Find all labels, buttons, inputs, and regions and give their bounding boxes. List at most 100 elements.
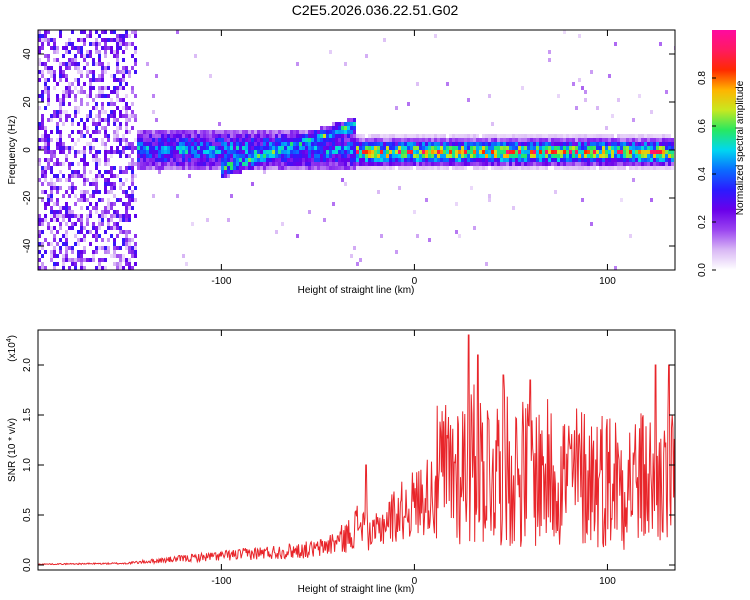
spectrogram-cell <box>80 130 83 134</box>
spectrogram-cell <box>53 162 56 166</box>
spectrogram-cell <box>563 166 566 170</box>
spectrogram-cell <box>641 162 644 166</box>
spectrogram-cell <box>437 158 440 162</box>
spectrogram-cell <box>344 142 347 146</box>
spectrogram-cell <box>380 142 383 146</box>
spectrogram-cell <box>614 42 617 46</box>
spectrogram-cell <box>83 154 86 158</box>
spectrogram-cell <box>137 158 140 162</box>
spectrogram-cell <box>449 162 452 166</box>
spectrogram-cell <box>101 210 104 214</box>
spectrogram-cell <box>98 34 101 38</box>
spectrogram-cell <box>338 130 341 134</box>
spectrogram-cell <box>380 162 383 166</box>
spectrogram-cell <box>110 166 113 170</box>
spectrogram-cell <box>314 150 317 154</box>
spectrogram-cell <box>206 134 209 138</box>
spectrogram-cell <box>602 138 605 142</box>
snr-frame <box>37 329 676 571</box>
spectrogram-cell <box>44 54 47 58</box>
spectrogram-cell <box>128 262 131 266</box>
spectrogram-cell <box>47 198 50 202</box>
spectrogram-cell <box>326 154 329 158</box>
spectrogram-cell <box>68 210 71 214</box>
spectrogram-cell <box>41 34 44 38</box>
spectrogram-cell <box>656 158 659 162</box>
spectrogram-cell <box>410 134 413 138</box>
spectrogram-cell <box>95 182 98 186</box>
spectrogram-cell <box>308 210 311 214</box>
spectrogram-cell <box>557 142 560 146</box>
spectrogram-cell <box>104 154 107 158</box>
spectrogram-cell <box>575 138 578 142</box>
spectrogram-cell <box>656 138 659 142</box>
spectrogram-cell <box>77 122 80 126</box>
spectrogram-cell <box>95 166 98 170</box>
spectrogram-cell <box>206 138 209 142</box>
spectrogram-cell <box>593 158 596 162</box>
spectrogram-cell <box>449 146 452 150</box>
spectrogram-cell <box>230 166 233 170</box>
spectrogram-cell <box>359 150 362 154</box>
spectrogram-cell <box>389 134 392 138</box>
spectrogram-cell <box>125 30 128 34</box>
spectrogram-cell <box>59 102 62 106</box>
spectrogram-cell <box>341 122 344 126</box>
spectrogram-cell <box>566 134 569 138</box>
spectrogram-cell <box>62 150 65 154</box>
spectrogram-cell <box>446 154 449 158</box>
spectrogram-cell <box>458 150 461 154</box>
spectrogram-cell <box>59 170 62 174</box>
spectrogram-cell <box>44 190 47 194</box>
spectrogram-cell <box>398 146 401 150</box>
spectrogram-cell <box>398 186 401 190</box>
spectrogram-cell <box>500 138 503 142</box>
spectrogram-cell <box>101 138 104 142</box>
spectrogram-cell <box>335 134 338 138</box>
spectrogram-cell <box>245 150 248 154</box>
spectrogram-cell <box>38 46 41 50</box>
spectrogram-cell <box>194 158 197 162</box>
spectrogram-cell <box>230 154 233 158</box>
spectrogram-cell <box>254 162 257 166</box>
spectrogram-cell <box>617 142 620 146</box>
spectrogram-cell <box>119 266 122 270</box>
spectrogram-cell <box>254 166 257 170</box>
spectrogram-cell <box>389 166 392 170</box>
spectrogram-cell <box>50 38 53 42</box>
spectrogram-cell <box>440 150 443 154</box>
spectrogram-cell <box>521 150 524 154</box>
spectrogram-cell <box>476 138 479 142</box>
spectrogram-cell <box>338 122 341 126</box>
spectrogram-cell <box>260 142 263 146</box>
spectrogram-cell <box>104 130 107 134</box>
spectrogram-cell <box>257 134 260 138</box>
spectrogram-cell <box>581 146 584 150</box>
spectrogram-cell <box>359 134 362 138</box>
spectrogram-cell <box>341 154 344 158</box>
spectrogram-cells <box>38 30 675 270</box>
spectrogram-cell <box>428 138 431 142</box>
spectrogram-cell <box>113 246 116 250</box>
spectrogram-cell <box>527 158 530 162</box>
spectrogram-cell <box>95 234 98 238</box>
spectrogram-cell <box>404 158 407 162</box>
spectrogram-cell <box>83 122 86 126</box>
spectrogram-cell <box>563 138 566 142</box>
spectrogram-cell <box>542 166 545 170</box>
spectrogram-cell <box>80 86 83 90</box>
spectrogram-cell <box>641 158 644 162</box>
spectrogram-cell <box>311 146 314 150</box>
spectrogram-cell <box>128 106 131 110</box>
spectrogram-cell <box>131 174 134 178</box>
spectrogram-cell <box>122 98 125 102</box>
spectrogram-cell <box>557 158 560 162</box>
spectrogram-cell <box>425 142 428 146</box>
spectrogram-cell <box>185 158 188 162</box>
spectrogram-cell <box>473 134 476 138</box>
spectrogram-cell <box>44 142 47 146</box>
spectrogram-cell <box>578 150 581 154</box>
spectrogram-cell <box>362 134 365 138</box>
spectrogram-cell <box>488 138 491 142</box>
spectrogram-cell <box>104 146 107 150</box>
